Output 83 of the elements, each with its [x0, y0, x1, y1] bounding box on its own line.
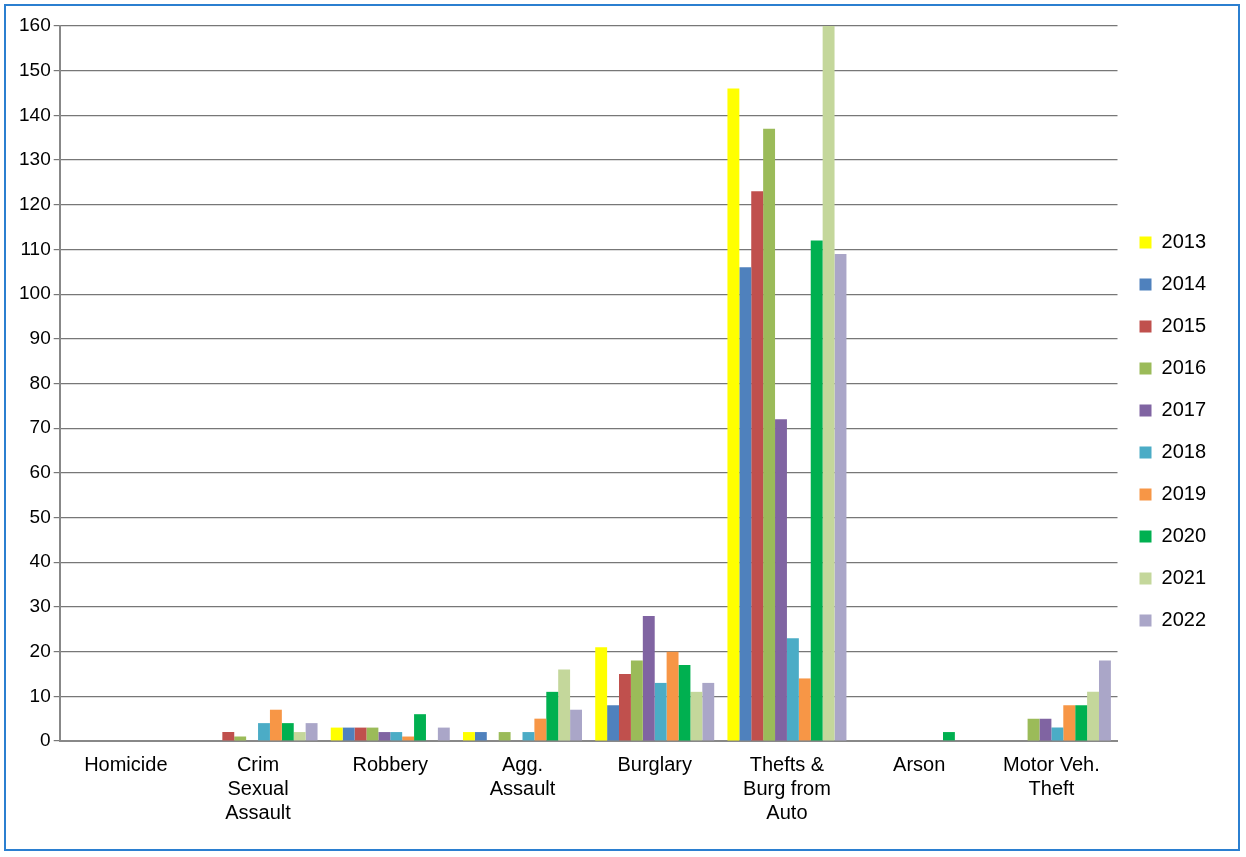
bar [702, 682, 715, 741]
bar [1099, 660, 1111, 741]
bar [558, 669, 571, 741]
y-tick-label: 30 [29, 595, 51, 617]
bar [619, 673, 631, 741]
bar [281, 723, 294, 741]
bar [595, 647, 608, 741]
bar [654, 682, 667, 741]
bar [822, 26, 835, 741]
bar [834, 253, 847, 741]
bar [1051, 727, 1064, 741]
legend-label: 2020 [1161, 524, 1207, 547]
bar [522, 732, 535, 741]
bar [437, 727, 450, 741]
bar [414, 714, 426, 741]
bar [378, 732, 391, 741]
bar [739, 267, 752, 741]
bar [390, 732, 403, 741]
bar [570, 709, 582, 741]
bar [305, 723, 318, 741]
y-tick-label: 0 [40, 729, 51, 751]
bar [222, 732, 235, 741]
y-tick-label: 150 [19, 58, 51, 80]
bar [1039, 718, 1052, 741]
bar [258, 723, 270, 741]
bar [498, 732, 511, 741]
bar [1087, 691, 1099, 741]
legend-label: 2021 [1161, 566, 1207, 589]
x-tick-label: Crim Sexual Assault [225, 752, 292, 823]
y-tick-label: 60 [29, 461, 51, 483]
bar [630, 660, 643, 741]
y-tick-label: 100 [19, 282, 51, 304]
x-tick-label: Arson [893, 752, 946, 775]
bar [798, 678, 811, 741]
bar [474, 732, 487, 741]
bar [462, 732, 475, 741]
bar [546, 691, 559, 741]
bar [763, 128, 776, 741]
y-tick-label: 20 [29, 639, 51, 661]
bar [607, 705, 620, 741]
y-tick-label: 70 [29, 416, 51, 438]
bar [810, 240, 823, 741]
bar [727, 88, 740, 741]
bar [1075, 705, 1088, 741]
x-tick-label: Homicide [84, 752, 168, 775]
legend-label: 2018 [1161, 440, 1207, 463]
y-tick-label: 110 [20, 237, 51, 259]
legend-label: 2017 [1161, 398, 1207, 421]
legend-label: 2022 [1161, 608, 1207, 631]
x-tick-label: Agg. Assault [489, 752, 556, 799]
bar [366, 727, 379, 741]
bar [293, 732, 306, 741]
y-tick-label: 160 [19, 14, 51, 36]
legend-label: 2014 [1161, 272, 1207, 295]
bar [1063, 705, 1076, 741]
y-tick-label: 140 [19, 103, 51, 125]
bar [642, 615, 655, 741]
bar [690, 691, 703, 741]
bar [678, 665, 691, 741]
legend-label: 2016 [1161, 356, 1207, 379]
legend-label: 2015 [1161, 314, 1207, 337]
y-tick-label: 120 [19, 192, 51, 214]
bar [330, 727, 343, 741]
y-tick-label: 130 [19, 148, 51, 170]
y-tick-label: 40 [29, 550, 51, 572]
y-tick-label: 90 [29, 327, 51, 349]
bar [666, 651, 679, 741]
y-tick-label: 80 [29, 371, 51, 393]
x-tick-label: Thefts & Burg from Auto [743, 752, 831, 823]
bar [786, 638, 799, 741]
y-tick-label: 50 [29, 505, 51, 527]
x-tick-label: Motor Veh. Theft [1003, 752, 1100, 799]
bar [751, 191, 764, 741]
y-tick-label: 10 [29, 684, 51, 706]
legend-label: 2019 [1161, 482, 1207, 505]
bar [342, 727, 355, 741]
x-tick-label: Robbery [352, 752, 429, 775]
legend-label: 2013 [1161, 230, 1207, 253]
bar [775, 419, 787, 741]
bar [269, 709, 282, 741]
bar [942, 732, 955, 741]
x-tick-label: Burglary [617, 752, 692, 775]
bar [534, 718, 547, 741]
